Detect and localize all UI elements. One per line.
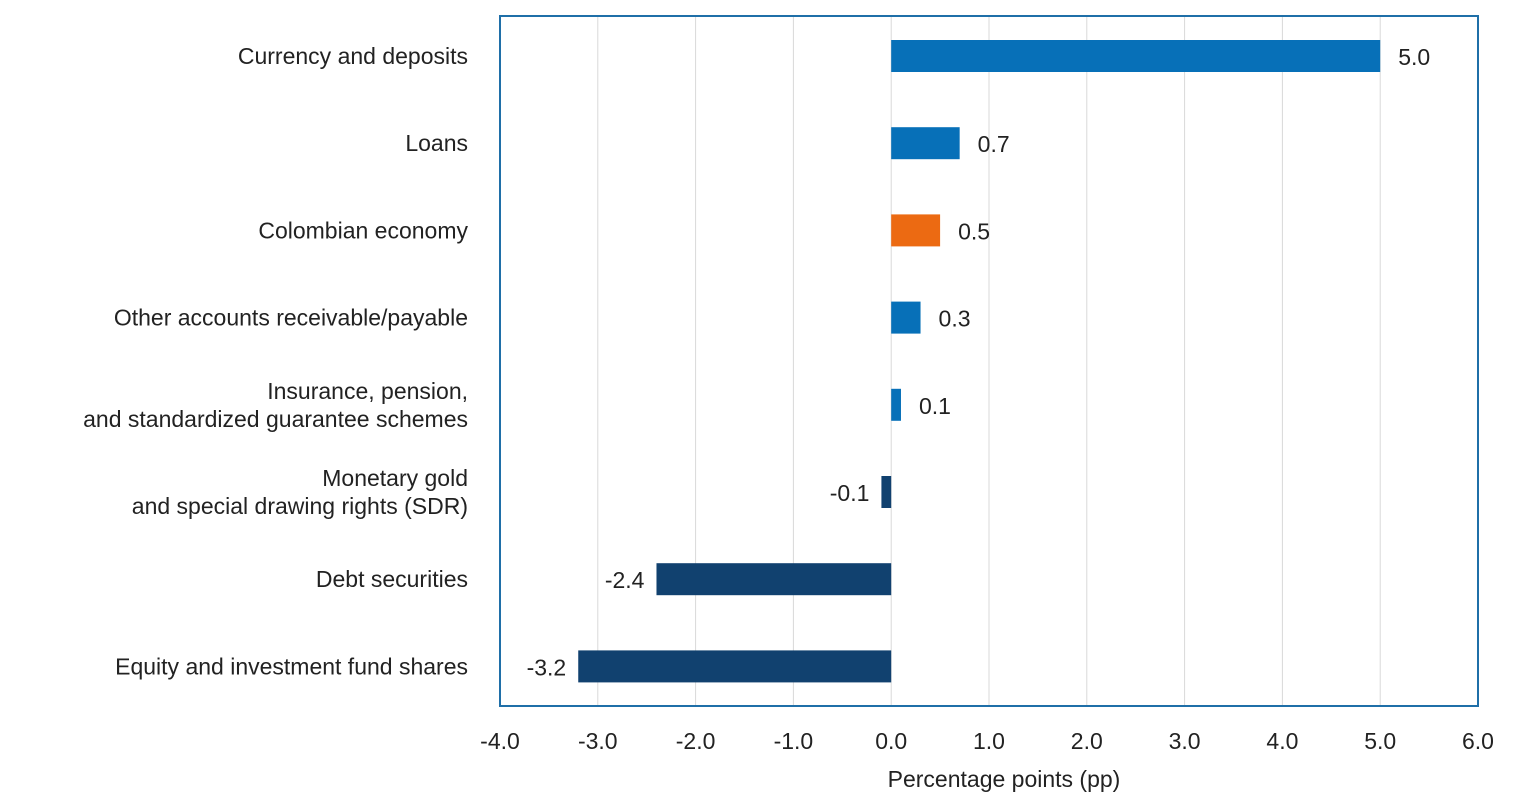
bar <box>656 563 892 596</box>
x-tick-label: -2.0 <box>676 728 716 754</box>
category-label: Equity and investment fund shares <box>115 653 468 679</box>
category-label-line: Debt securities <box>316 566 468 592</box>
data-label: -0.1 <box>830 480 870 506</box>
category-label-line: Equity and investment fund shares <box>115 653 468 679</box>
data-label: 0.5 <box>958 218 990 244</box>
data-label: 0.1 <box>919 393 951 419</box>
x-tick-label: 2.0 <box>1071 728 1103 754</box>
category-label: Loans <box>405 130 468 156</box>
category-label: Monetary gold and special drawing rights … <box>132 465 468 519</box>
x-tick-label: 1.0 <box>973 728 1005 754</box>
bar <box>891 301 921 334</box>
plot-frame <box>499 15 1479 707</box>
x-tick-label: -4.0 <box>480 728 520 754</box>
x-axis-title: Percentage points (pp) <box>888 766 1121 792</box>
x-tick-label: 6.0 <box>1462 728 1494 754</box>
category-label-line: and standardized guarantee schemes <box>83 406 468 432</box>
x-tick-label: 0.0 <box>875 728 907 754</box>
x-tick-labels: -4.0 -3.0 -2.0 -1.0 0.0 1.0 2.0 3.0 4.0 5.0 6.0 <box>480 728 1494 754</box>
category-labels: Currency and deposits Loans Colombian econ… <box>83 43 468 679</box>
x-tick-label: 5.0 <box>1364 728 1396 754</box>
category-label: Colombian economy <box>258 217 468 243</box>
bars <box>578 40 1381 683</box>
category-label-line: Insurance, pension, <box>267 378 468 404</box>
category-label: Insurance, pension, and standardized guar… <box>83 378 468 432</box>
data-label: 0.7 <box>978 131 1010 157</box>
gridlines <box>597 16 1381 706</box>
x-tick-label: -1.0 <box>774 728 814 754</box>
data-label: 0.3 <box>939 306 971 332</box>
bar <box>891 127 960 160</box>
x-tick-label: -3.0 <box>578 728 618 754</box>
data-label: -2.4 <box>605 567 645 593</box>
bar <box>891 388 901 421</box>
category-label-line: Loans <box>405 130 468 156</box>
value-labels: 5.0 0.7 0.5 0.3 0.1 -0.1 -2.4 -3.2 <box>527 44 1431 680</box>
category-label-line: Other accounts receivable/payable <box>114 305 468 331</box>
category-label-line: Monetary gold <box>322 465 468 491</box>
data-label: 5.0 <box>1398 44 1430 70</box>
category-label: Other accounts receivable/payable <box>114 305 468 331</box>
category-label-line: Colombian economy <box>258 217 468 243</box>
bar <box>881 476 892 508</box>
category-label: Currency and deposits <box>238 43 468 69</box>
x-tick-label: 4.0 <box>1266 728 1298 754</box>
bar <box>891 40 1381 72</box>
category-label: Debt securities <box>316 566 468 592</box>
bar <box>891 214 941 247</box>
category-label-line: Currency and deposits <box>238 43 468 69</box>
x-tick-label: 3.0 <box>1169 728 1201 754</box>
category-label-line: and special drawing rights (SDR) <box>132 493 468 519</box>
bar <box>578 650 892 683</box>
data-label: -3.2 <box>527 654 567 680</box>
